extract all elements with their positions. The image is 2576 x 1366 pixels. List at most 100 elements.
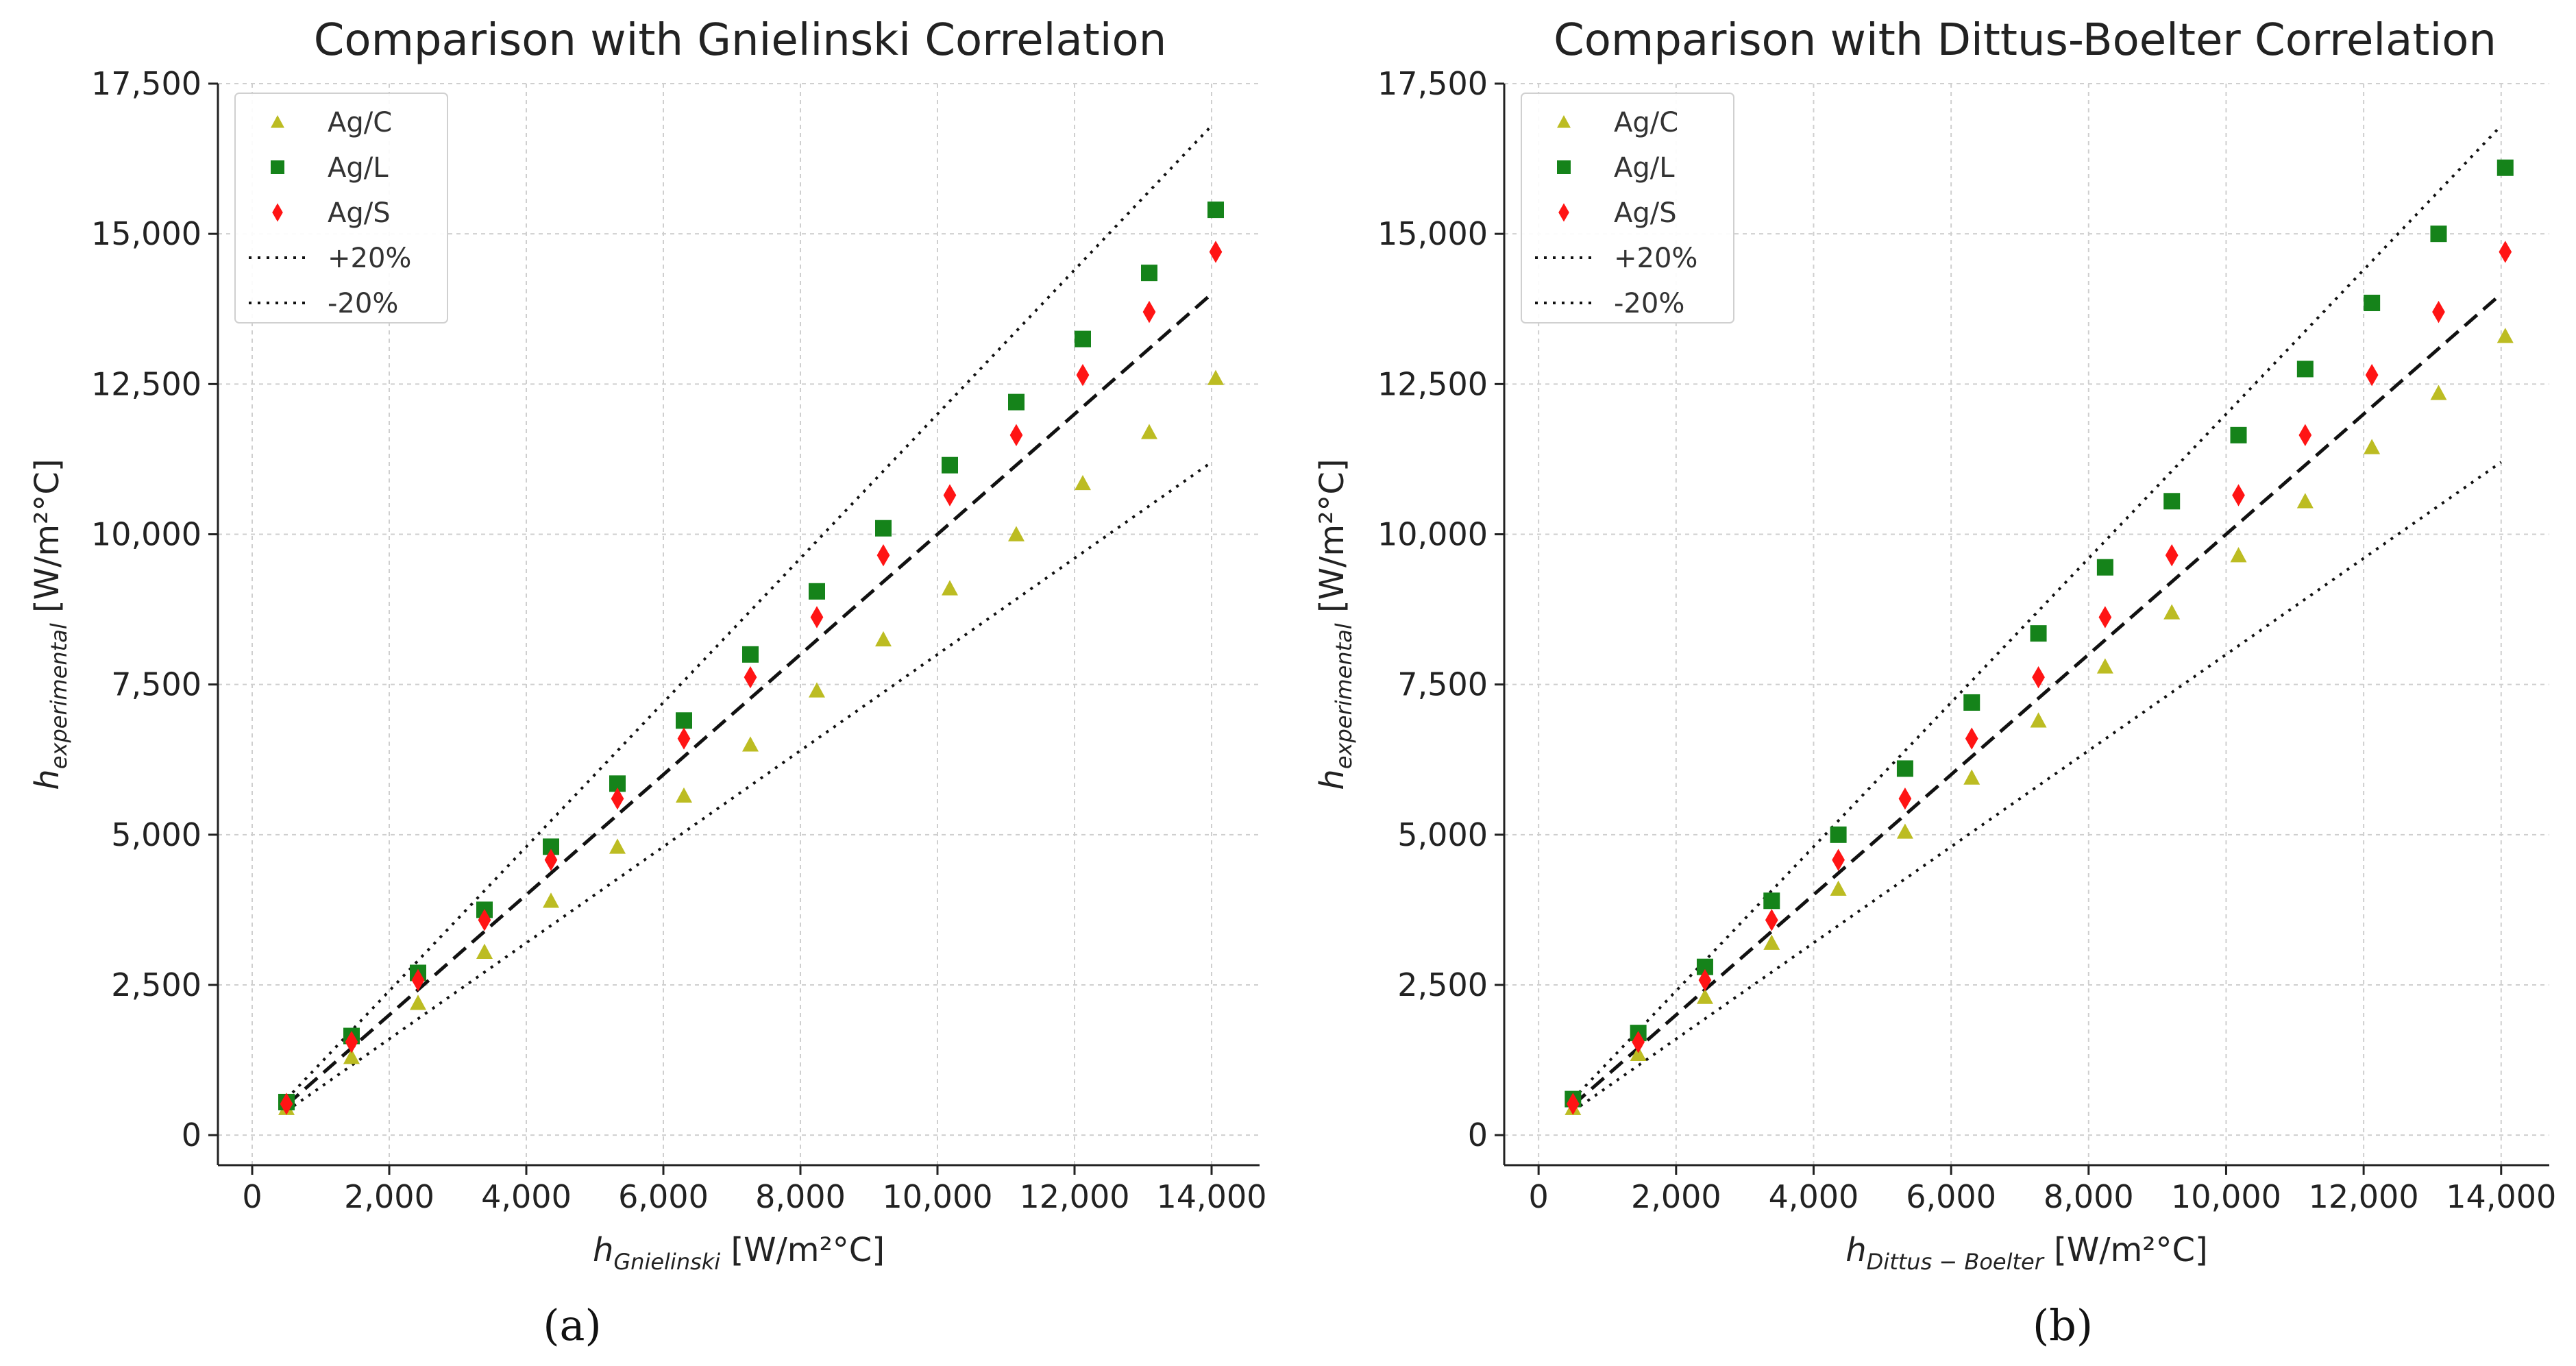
chart-2-y-tick-label-0: 0 — [1468, 1117, 1488, 1154]
chart-1-y-tick-label-5: 12,500 — [91, 365, 201, 402]
chart-2-x-tick-label-5: 10,000 — [2171, 1178, 2281, 1215]
chart-1-point-ag-c-9 — [875, 631, 892, 647]
chart-2-point-ag-c-11 — [2296, 493, 2314, 509]
chart-2-y-tick-label-7: 17,500 — [1377, 65, 1488, 102]
chart-2-reference-line-1 — [1572, 461, 2502, 1112]
chart-2-y-axis-label: hexperimental [W/m²°C] — [1313, 459, 1357, 790]
chart-2-x-tick-label-6: 12,000 — [2309, 1178, 2419, 1215]
chart-1-point-ag-s-0 — [280, 1093, 293, 1115]
chart-2-point-ag-c-1 — [1630, 1045, 1647, 1062]
chart-1-x-tick-label-4: 8,000 — [755, 1178, 846, 1215]
chart-1-point-ag-l-13 — [1141, 265, 1157, 282]
chart-1-y-axis-label: hexperimental [W/m²°C] — [28, 459, 72, 790]
chart-2-title: Comparison with Dittus-Boelter Correlati… — [1554, 15, 2497, 66]
chart-1-point-ag-c-2 — [410, 995, 426, 1010]
chart-1-point-ag-l-6 — [676, 712, 692, 729]
chart-2-point-ag-l-7 — [2030, 625, 2047, 642]
chart-2-y-tick-label-6: 15,000 — [1377, 215, 1488, 252]
chart-1-x-tick-label-7: 14,000 — [1157, 1178, 1267, 1215]
chart-1-point-ag-l-12 — [1075, 330, 1091, 347]
chart-2-point-ag-s-7 — [2032, 666, 2045, 689]
chart-2-point-ag-l-3 — [1763, 892, 1780, 910]
chart-2-point-ag-s-5 — [1898, 788, 1912, 810]
chart-1-point-ag-s-4 — [544, 849, 558, 871]
chart-2-point-ag-c-10 — [2230, 547, 2247, 563]
chart-1-point-ag-l-9 — [875, 520, 892, 537]
chart-2-legend-label-plusminus-20pct: +20% — [1614, 243, 1697, 274]
chart-2-point-ag-s-3 — [1765, 909, 1778, 931]
chart-2-point-ag-c-3 — [1763, 934, 1780, 950]
chart-2-point-ag-s-13 — [2432, 300, 2445, 324]
chart-1-point-ag-c-5 — [609, 838, 626, 854]
chart-2-point-ag-c-2 — [1696, 988, 1713, 1004]
chart-2-legend-marker-ag-s — [1558, 203, 1569, 222]
chart-2-x-tick-label-7: 14,000 — [2446, 1178, 2556, 1215]
chart-2-y-tick-label-3: 7,500 — [1397, 666, 1488, 703]
chart-1-x-tick-label-2: 4,000 — [481, 1178, 572, 1215]
chart-2-point-ag-l-6 — [1963, 694, 1980, 711]
chart-1-point-ag-c-3 — [476, 943, 493, 959]
chart-1-reference-line-1 — [285, 461, 1213, 1112]
chart-1-point-ag-c-4 — [543, 892, 559, 908]
chart-1-point-ag-l-10 — [942, 456, 958, 474]
chart-1-legend-marker-ag-l — [271, 160, 284, 174]
chart-1-point-ag-c-8 — [809, 682, 825, 698]
chart-2-point-ag-c-9 — [2163, 604, 2181, 620]
chart-2-point-ag-c-5 — [1896, 823, 1913, 839]
chart-2-point-ag-l-11 — [2296, 361, 2314, 378]
chart-2-point-ag-l-14 — [2497, 159, 2514, 176]
chart-1-y-tick-label-3: 7,500 — [111, 666, 201, 703]
chart-2-legend-marker-ag-c — [1557, 115, 1571, 128]
chart-2-y-tick-label-1: 2,500 — [1397, 966, 1488, 1003]
chart-1-point-ag-s-3 — [478, 909, 491, 931]
chart-1-y-tick-label-7: 17,500 — [91, 65, 201, 102]
chart-1-point-ag-l-11 — [1008, 393, 1025, 411]
chart-1-x-tick-label-6: 12,000 — [1020, 1178, 1130, 1215]
chart-2-point-ag-c-12 — [2364, 439, 2381, 454]
chart-2-point-ag-s-9 — [2165, 544, 2179, 567]
chart-1-legend-box — [234, 93, 448, 324]
chart-2-point-ag-c-14 — [2497, 328, 2514, 343]
chart-2-point-ag-l-10 — [2230, 426, 2247, 443]
chart-1-y-tick-label-2: 5,000 — [111, 816, 201, 853]
chart-1-point-ag-c-11 — [1008, 526, 1025, 541]
chart-1-y-tick-label-1: 2,500 — [111, 966, 201, 1003]
chart-1-point-ag-s-13 — [1142, 300, 1156, 324]
chart-1-x-tick-label-3: 6,000 — [618, 1178, 709, 1215]
chart-2-point-ag-s-6 — [1965, 727, 1978, 750]
chart-1-point-ag-s-14 — [1209, 241, 1223, 263]
panel-a: 0 2,000 4,000 6,000 8,000 10,000 12,000 14,000 0… — [28, 15, 1266, 1275]
chart-1-legend-marker-ag-s — [272, 203, 283, 222]
chart-2-point-ag-c-6 — [1963, 769, 1980, 785]
chart-1-point-ag-s-5 — [611, 788, 624, 810]
chart-2-point-ag-l-5 — [1896, 760, 1913, 777]
chart-2-point-ag-s-11 — [2298, 424, 2312, 447]
chart-2-point-ag-s-14 — [2499, 241, 2512, 263]
chart-2-x-tick-label-2: 4,000 — [1769, 1178, 1859, 1215]
chart-2-x-tick-label-4: 8,000 — [2044, 1178, 2134, 1215]
chart-2-legend-box — [1521, 93, 1734, 324]
chart-1-point-ag-s-8 — [810, 606, 824, 629]
chart-1-y-tick-label-0: 0 — [182, 1117, 201, 1154]
chart-1-point-ag-c-10 — [942, 580, 958, 596]
chart-2-x-axis-label: hDittus − Boelter [W/m²°C] — [1845, 1231, 2208, 1275]
chart-2-y-tick-label-5: 12,500 — [1377, 365, 1488, 402]
chart-2-legend-label-minus-20pct: -20% — [1614, 288, 1684, 319]
chart-1-point-ag-l-14 — [1207, 202, 1224, 219]
chart-1-x-tick-label-0: 0 — [242, 1178, 262, 1215]
chart-1-point-ag-l-8 — [809, 583, 825, 600]
chart-1-point-ag-s-7 — [744, 666, 757, 689]
chart-1-legend-marker-ag-c — [271, 115, 284, 128]
chart-1-point-ag-c-14 — [1207, 369, 1224, 385]
chart-1-legend-label-ag-c: Ag/C — [328, 107, 392, 138]
chart-1-y-tick-label-6: 15,000 — [91, 215, 201, 252]
chart-2-point-ag-s-4 — [1832, 849, 1845, 871]
chart-2-point-ag-s-2 — [1698, 968, 1712, 992]
chart-2-point-ag-l-12 — [2364, 294, 2381, 311]
chart-1-x-tick-label-1: 2,000 — [344, 1178, 434, 1215]
chart-2-point-ag-l-8 — [2096, 559, 2113, 576]
chart-2-legend-label-ag-l: Ag/L — [1614, 152, 1675, 184]
chart-2-reference-line-2 — [1571, 292, 2503, 1107]
chart-1-point-ag-s-2 — [411, 968, 425, 992]
chart-2-legend-label-ag-s: Ag/S — [1614, 197, 1677, 229]
